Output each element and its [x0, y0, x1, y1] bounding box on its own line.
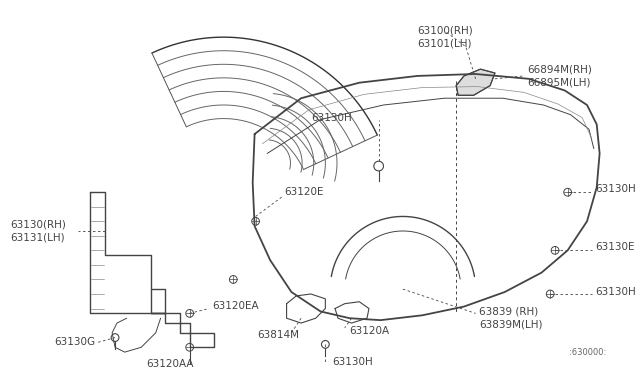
Polygon shape — [456, 69, 495, 95]
Text: 63120EA: 63120EA — [212, 301, 259, 311]
Text: 63130H: 63130H — [595, 287, 636, 297]
Text: 63130H: 63130H — [332, 357, 373, 367]
Text: 63120E: 63120E — [285, 187, 324, 197]
Text: 63839 (RH): 63839 (RH) — [479, 307, 539, 317]
Text: 63130H: 63130H — [311, 113, 351, 123]
Text: 63120AA: 63120AA — [146, 359, 193, 369]
Text: 63814M: 63814M — [257, 330, 300, 340]
Text: 63101(LH): 63101(LH) — [417, 39, 472, 49]
Text: 66895M(LH): 66895M(LH) — [527, 78, 591, 88]
Text: 63131(LH): 63131(LH) — [10, 233, 65, 243]
Text: 63839M(LH): 63839M(LH) — [479, 320, 543, 330]
Text: 63130(RH): 63130(RH) — [10, 219, 67, 229]
Text: 63120A: 63120A — [349, 326, 390, 336]
Text: 63130H: 63130H — [595, 184, 636, 194]
Text: 63130G: 63130G — [54, 337, 95, 347]
Text: 63130E: 63130E — [595, 243, 634, 253]
Text: 63100(RH): 63100(RH) — [417, 25, 473, 35]
Text: :630000:: :630000: — [569, 348, 607, 357]
Text: 66894M(RH): 66894M(RH) — [527, 64, 592, 74]
